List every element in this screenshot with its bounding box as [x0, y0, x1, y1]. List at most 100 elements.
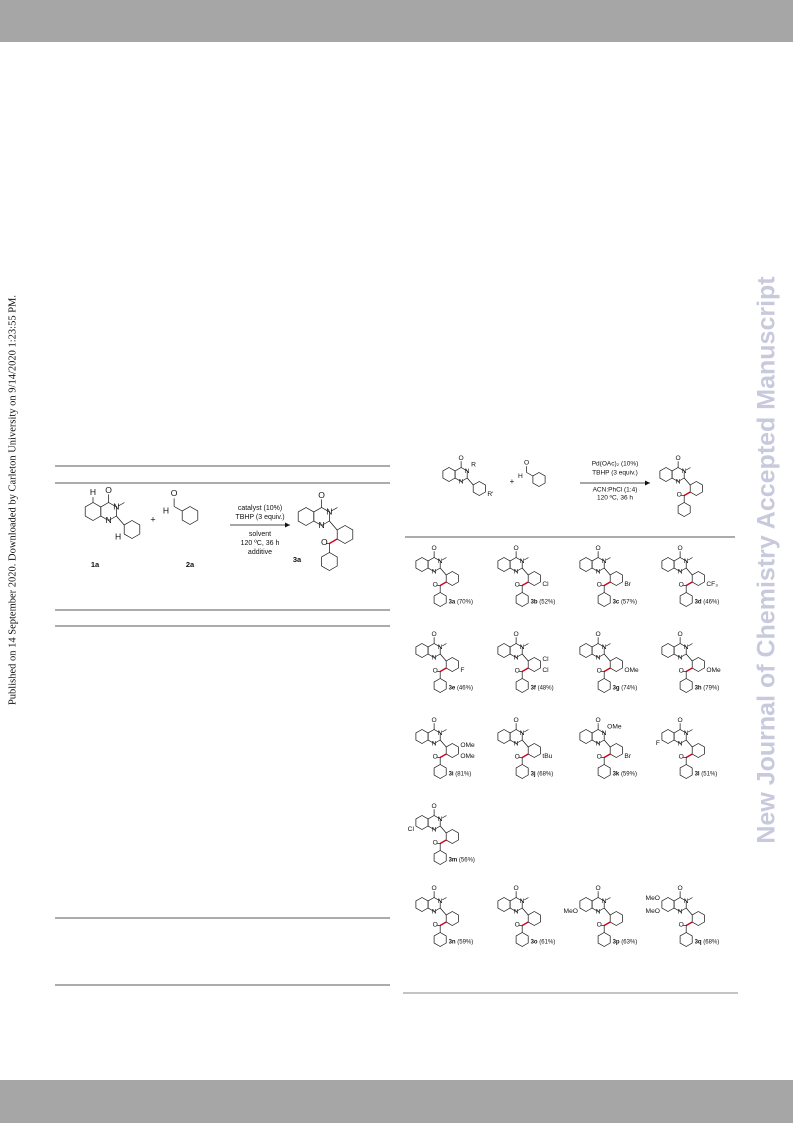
atom-label: H	[115, 531, 121, 541]
bond	[173, 506, 183, 512]
compound-yield: (79%)	[703, 685, 719, 691]
bond	[686, 467, 691, 471]
compound-label: 3f	[531, 685, 537, 691]
bond	[603, 739, 611, 748]
atom-label: O	[432, 803, 437, 810]
atom-label: N	[514, 740, 519, 747]
compound-yield: (68%)	[537, 771, 553, 777]
atom-label: O	[678, 631, 683, 638]
side-note: Published on 14 September 2020. Download…	[7, 295, 18, 705]
bond	[603, 907, 611, 916]
ring	[673, 729, 687, 744]
bond	[603, 567, 611, 576]
atom-label: O	[514, 717, 519, 724]
bond	[466, 477, 474, 486]
atom-label: O	[677, 491, 682, 498]
atom-label: N	[318, 520, 324, 530]
atom-label: N	[432, 568, 437, 575]
compound-caption: 3k (59%)	[613, 771, 637, 777]
ring	[689, 481, 703, 496]
ring	[597, 932, 611, 947]
ring	[100, 502, 117, 521]
atom-label: N	[438, 558, 443, 565]
bond	[439, 839, 447, 845]
ring	[427, 643, 441, 658]
compound-yield: (52%)	[539, 599, 555, 605]
bond	[603, 581, 611, 587]
atom-label: N	[520, 558, 525, 565]
compound-label: 3l	[695, 771, 700, 777]
bond	[603, 667, 611, 673]
substituent: Cl	[408, 826, 415, 833]
bond	[521, 753, 529, 759]
compound-label: 3j	[531, 771, 536, 777]
substituent: Cl	[542, 581, 549, 588]
substituent: F	[656, 740, 660, 747]
ring	[445, 571, 459, 586]
bond	[521, 667, 529, 673]
atom-label: O	[678, 885, 683, 892]
atom-label: N	[678, 568, 683, 575]
ring	[579, 643, 593, 658]
substituent: OMe	[706, 667, 721, 674]
ring	[679, 678, 693, 693]
compound-yield: (61%)	[539, 939, 555, 945]
condition: TBHP (3 equiv.)	[235, 514, 284, 521]
bond	[606, 643, 611, 647]
atom-label: O	[678, 545, 683, 552]
atom-label: H	[518, 473, 523, 480]
bond	[521, 567, 529, 576]
atom-label: N	[602, 558, 607, 565]
ring	[433, 850, 447, 865]
atom-label: N	[520, 730, 525, 737]
bond	[685, 921, 693, 927]
compound-caption: 3o (61%)	[531, 939, 556, 945]
bond	[439, 567, 447, 576]
atom-label: O	[679, 667, 684, 674]
ring	[123, 520, 141, 539]
ring	[677, 502, 691, 517]
bond	[685, 567, 693, 576]
atom-label: N	[596, 908, 601, 915]
condition: catalyst (10%)	[238, 505, 282, 512]
bond	[685, 653, 693, 662]
ring	[679, 932, 693, 947]
ring	[433, 932, 447, 947]
substituent: R'	[487, 491, 493, 498]
compound-caption: 3l (51%)	[695, 771, 718, 777]
atom-label: O	[679, 581, 684, 588]
atom-label: O	[433, 667, 438, 674]
substituent: Cl	[542, 656, 549, 663]
ring	[509, 643, 523, 658]
ring	[515, 764, 529, 779]
substituent: Br	[624, 753, 631, 760]
ring	[181, 506, 199, 525]
atom-label: N	[596, 654, 601, 661]
ring	[691, 743, 705, 758]
ring	[659, 467, 673, 482]
ring	[515, 932, 529, 947]
bond	[521, 907, 529, 916]
bond	[329, 538, 338, 545]
compound-yield: (46%)	[703, 599, 719, 605]
bond	[439, 581, 447, 587]
condition: additive	[248, 549, 272, 556]
atom-label: N	[684, 730, 689, 737]
ring	[671, 467, 685, 482]
atom-label: O	[596, 631, 601, 638]
compound-caption: 3a (70%)	[449, 599, 473, 605]
compound-caption: 3b (52%)	[531, 599, 556, 605]
condition: 120 ºC, 36 h	[597, 495, 633, 502]
footer-bar	[0, 1080, 793, 1123]
ring	[415, 815, 429, 830]
atom-label: O	[514, 885, 519, 892]
bond	[688, 643, 693, 647]
atom-label: O	[433, 581, 438, 588]
compound-yield: (57%)	[621, 599, 637, 605]
compound-caption: 3i (81%)	[449, 771, 472, 777]
compound-label: 3g	[613, 685, 620, 691]
ring	[442, 467, 456, 482]
ring	[527, 743, 541, 758]
atom-label: O	[514, 631, 519, 638]
